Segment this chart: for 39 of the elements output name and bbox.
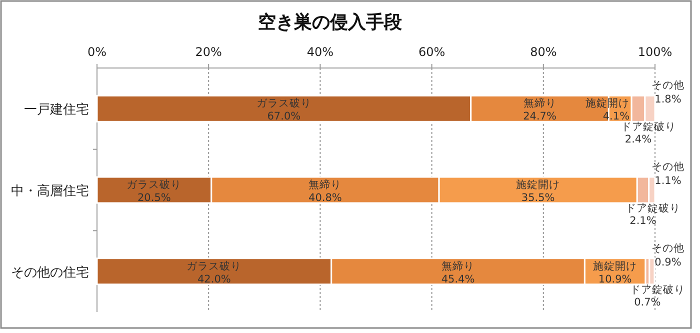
x-tick-label: 80% [530, 45, 557, 59]
x-tick-label: 60% [418, 45, 446, 59]
text: その他 [652, 161, 684, 173]
text: 施錠開け [516, 179, 560, 191]
data-label: 40.8% [308, 192, 342, 204]
data-label: 0.9% [654, 256, 682, 268]
chart-title: 空き巣の侵入手段 [258, 12, 403, 33]
data-label: 24.7% [523, 110, 556, 123]
data-label: 20.5% [138, 192, 171, 204]
data-label: 45.4% [441, 273, 475, 286]
x-tick-label: 40% [306, 45, 334, 59]
text: 施錠開け [593, 260, 638, 272]
text: ドア錠破り [630, 284, 685, 296]
data-label: 0.7% [634, 296, 661, 308]
text: その他 [652, 80, 684, 92]
y-tick-label: 一戸建住宅 [24, 102, 89, 118]
series-label: その他 [652, 242, 684, 254]
text: ドア錠破り [626, 202, 681, 214]
text: 無締り [442, 260, 475, 272]
x-tick-label: 0% [87, 45, 107, 59]
series-label: ガラス破り [256, 96, 312, 110]
y-tick-label: 中・高層住宅 [11, 183, 89, 199]
x-tick-label: 100% [638, 45, 672, 59]
text: ガラス破り [126, 179, 182, 191]
data-label: 10.9% [598, 273, 632, 286]
text: ガラス破り [186, 260, 242, 272]
data-label: 42.0% [198, 273, 231, 286]
x-tick-label: 20% [195, 45, 222, 59]
series-label: ドア錠破り [620, 120, 676, 134]
series-label: 無締り [523, 96, 556, 110]
data-label: 1.1% [654, 175, 682, 187]
data-label: 67.0% [267, 110, 301, 123]
text: 無締り [308, 179, 342, 191]
y-tick-label: その他の住宅 [11, 264, 89, 280]
bar [648, 258, 656, 286]
data-label: 35.5% [521, 192, 555, 204]
data-label: 1.8% [654, 94, 682, 106]
data-label: 2.1% [630, 215, 656, 227]
data-label: 2.4% [624, 134, 652, 146]
